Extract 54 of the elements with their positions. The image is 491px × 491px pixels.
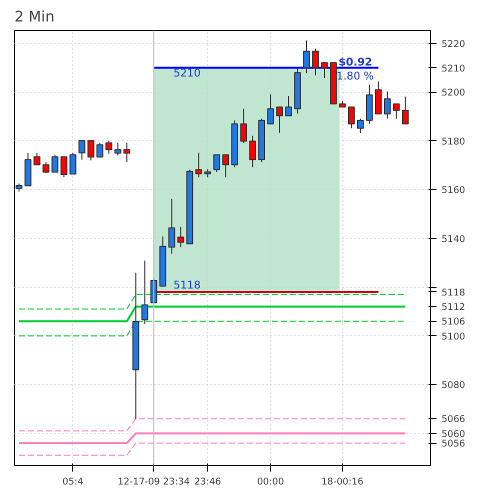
annotation: 5118 bbox=[174, 278, 201, 292]
y-tick-label: 5140 bbox=[442, 234, 466, 245]
y-tick-label: 5160 bbox=[442, 185, 466, 196]
y-tick-label: 5080 bbox=[442, 380, 466, 392]
x-tick-label: 23:46 bbox=[194, 476, 222, 488]
candlestick bbox=[240, 108, 248, 144]
candlestick bbox=[285, 96, 292, 116]
candlestick bbox=[348, 106, 355, 129]
candlestick bbox=[213, 154, 220, 173]
y-tick-label: 5118 bbox=[442, 287, 466, 298]
candlestick bbox=[312, 48, 319, 76]
candlestick bbox=[357, 118, 364, 134]
candlestick bbox=[60, 156, 68, 178]
y-tick-label: 5200 bbox=[442, 88, 466, 99]
y-tick-label: 5210 bbox=[442, 63, 466, 74]
candlestick bbox=[141, 260, 148, 324]
candlestick bbox=[34, 152, 40, 166]
x-tick-label: 12-17-09 23:34 bbox=[118, 476, 190, 488]
candlestick bbox=[222, 154, 230, 178]
candlestick bbox=[42, 162, 50, 174]
chart-title: 2 Min bbox=[14, 8, 54, 26]
candlestick bbox=[249, 135, 256, 168]
candlestick bbox=[321, 62, 328, 79]
candlestick bbox=[123, 142, 130, 163]
candlestick bbox=[52, 154, 58, 173]
y-tick-label: 5220 bbox=[442, 38, 466, 50]
y-tick-label: 5112 bbox=[442, 302, 466, 314]
annotation: $0.92 bbox=[338, 56, 372, 68]
candlestick bbox=[96, 142, 104, 158]
candlestick bbox=[114, 142, 122, 156]
candlestick bbox=[267, 94, 274, 124]
candlestick bbox=[78, 140, 86, 160]
candlestick bbox=[105, 140, 112, 154]
candlestick bbox=[384, 90, 391, 120]
candlestick bbox=[276, 106, 283, 134]
candlestick bbox=[69, 152, 76, 175]
candlestick bbox=[177, 226, 184, 248]
candlestick bbox=[303, 40, 310, 74]
y-tick-label: 5100 bbox=[442, 331, 466, 342]
x-tick-label: 00:00 bbox=[257, 476, 284, 488]
x-tick-label: 18-00:16 bbox=[321, 476, 364, 488]
y-tick-label: 5056 bbox=[442, 438, 466, 450]
annotation: 5210 bbox=[174, 66, 201, 80]
candlestick bbox=[168, 198, 176, 254]
y-tick-label: 5180 bbox=[442, 136, 466, 148]
annotation: 1.80 % bbox=[336, 70, 374, 82]
y-tick-label: 5106 bbox=[442, 316, 466, 328]
candlestick bbox=[402, 96, 409, 124]
y-tick-label: 5060 bbox=[442, 428, 466, 440]
candlestick bbox=[87, 140, 94, 161]
candlestick bbox=[195, 152, 202, 178]
y-tick-label: 5066 bbox=[442, 414, 466, 426]
candlestick bbox=[392, 103, 400, 120]
x-tick-label: 05:4 bbox=[62, 476, 84, 488]
